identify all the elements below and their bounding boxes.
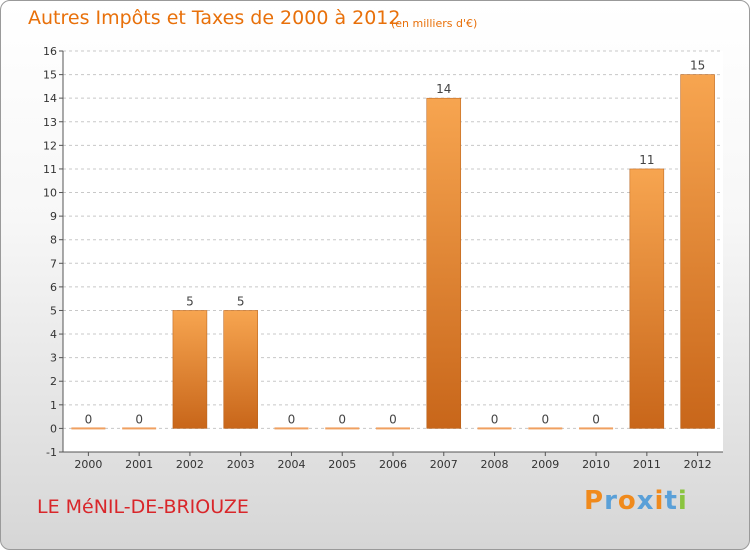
y-tick-label: 14 — [43, 92, 57, 105]
x-tick-label: 2011 — [633, 458, 661, 471]
y-tick-label: 16 — [43, 45, 57, 58]
data-label: 0 — [135, 412, 143, 426]
brand-letter: x — [636, 486, 655, 516]
bar — [477, 427, 512, 430]
data-label: 5 — [186, 294, 194, 308]
brand-letter: r — [604, 486, 618, 516]
x-tick-label: 2001 — [125, 458, 153, 471]
x-tick-label: 2005 — [328, 458, 356, 471]
y-tick-label: 8 — [50, 234, 57, 247]
chart-title: Autres Impôts et Taxes de 2000 à 2012 — [28, 7, 401, 29]
chart-unit: (en milliers d'€) — [391, 17, 478, 30]
data-label: 14 — [436, 82, 451, 96]
x-tick-label: 2000 — [74, 458, 102, 471]
y-tick-label: 4 — [50, 328, 57, 341]
y-tick-label: 1 — [50, 399, 57, 412]
place-name: LE MéNIL-DE-BRIOUZE — [37, 496, 249, 518]
y-tick-label: 11 — [43, 163, 57, 176]
x-tick-label: 2009 — [531, 458, 559, 471]
x-tick-label: 2004 — [277, 458, 305, 471]
x-tick-label: 2007 — [430, 458, 458, 471]
bar — [426, 97, 462, 429]
y-tick-label: 0 — [50, 422, 57, 435]
brand-logo: Proxiti — [584, 486, 688, 516]
bar — [71, 427, 106, 430]
data-label: 11 — [639, 153, 654, 167]
bar — [629, 168, 665, 429]
y-tick-label: 12 — [43, 139, 57, 152]
plot-area — [63, 51, 723, 452]
data-label: 0 — [85, 412, 93, 426]
data-label: 0 — [288, 412, 296, 426]
bar — [376, 427, 410, 430]
brand-letter: t — [664, 486, 678, 516]
brand-letter: P — [584, 486, 605, 516]
x-tick-label: 2006 — [379, 458, 407, 471]
y-tick-label: 15 — [43, 69, 57, 82]
bar — [223, 310, 258, 429]
brand-letter: o — [617, 486, 637, 516]
y-tick-label: 7 — [50, 257, 57, 270]
y-tick-label: -1 — [46, 446, 57, 459]
data-label: 15 — [690, 59, 705, 73]
x-tick-label: 2012 — [684, 458, 712, 471]
y-tick-label: 13 — [43, 116, 57, 129]
y-tick-label: 6 — [50, 281, 57, 294]
bar — [680, 74, 715, 429]
data-label: 5 — [237, 294, 245, 308]
data-label: 0 — [592, 412, 600, 426]
x-tick-label: 2002 — [176, 458, 204, 471]
bar — [579, 427, 614, 430]
y-tick-label: 5 — [50, 304, 57, 317]
x-tick-label: 2010 — [582, 458, 610, 471]
y-tick-label: 2 — [50, 375, 57, 388]
y-tick-label: 9 — [50, 210, 57, 223]
data-label: 0 — [541, 412, 549, 426]
data-label: 0 — [491, 412, 499, 426]
x-tick-label: 2003 — [227, 458, 255, 471]
bar — [172, 310, 208, 429]
brand-letter: i — [654, 486, 665, 516]
y-tick-label: 3 — [50, 352, 57, 365]
brand-letter: i — [677, 486, 688, 516]
y-tick-label: 10 — [43, 187, 57, 200]
bar — [325, 427, 360, 430]
x-tick-label: 2008 — [481, 458, 509, 471]
data-label: 0 — [389, 412, 397, 426]
bar — [528, 427, 563, 430]
bar — [122, 427, 157, 430]
data-label: 0 — [338, 412, 346, 426]
bar — [274, 427, 309, 430]
